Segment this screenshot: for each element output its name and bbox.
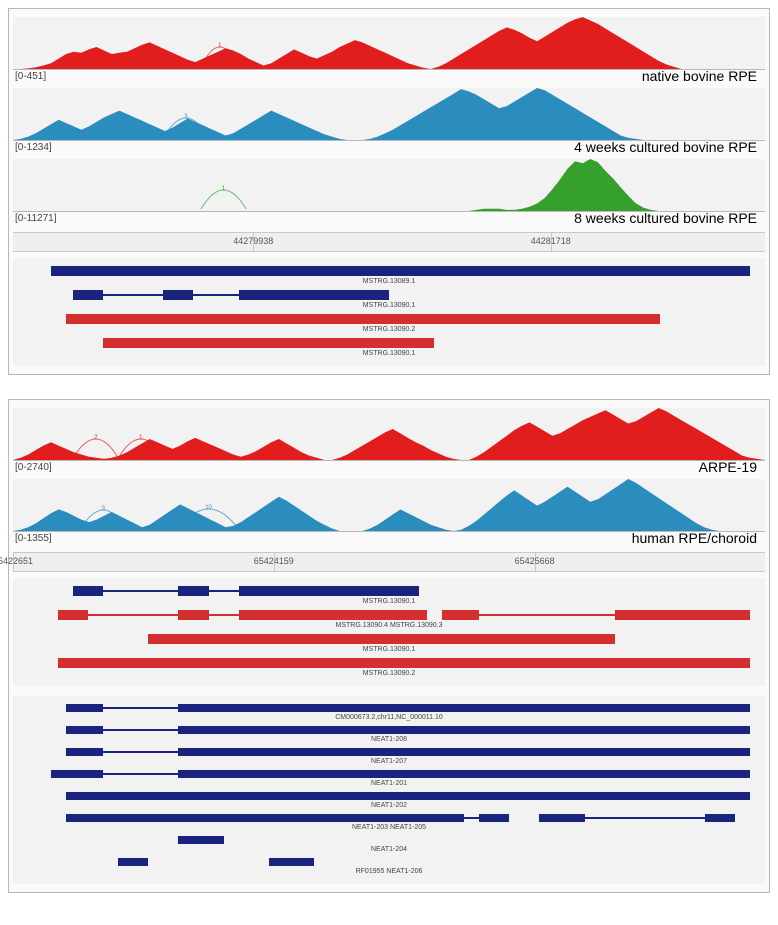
scale-label: [0-1355] bbox=[15, 533, 52, 544]
panel-b: B 21108[0-2740]ARPE-19310185[0-1355]huma… bbox=[8, 399, 770, 893]
panel-a-transcripts: MSTRG.13089.1 MSTRG.13090.1 MSTRG.13090.2 M… bbox=[13, 258, 765, 366]
panel-a-genomic-axis: 44279938 44281718 bbox=[13, 232, 765, 252]
transcript-label: NEAT1-202 bbox=[13, 802, 765, 810]
coverage-row-A3: 1[0-11271] bbox=[13, 159, 765, 212]
coverage-row-A1: 1[0-451] bbox=[13, 17, 765, 70]
coverage-track-label: ARPE-19 bbox=[13, 459, 765, 475]
transcript-row bbox=[13, 834, 765, 846]
transcript-row bbox=[13, 584, 765, 598]
panel-b-genomic-axis: 654226516542415965425668 bbox=[13, 552, 765, 572]
transcript-label: MSTRG.13090.2 bbox=[13, 670, 765, 678]
transcript-row bbox=[13, 608, 765, 622]
panel-b-transcripts-annotated: CM000673.2,chr11,NC_000011.10 NEAT1-208 NE… bbox=[13, 696, 765, 884]
scale-label: [0-11271] bbox=[15, 213, 57, 224]
coverage-track: 3 10 185 bbox=[13, 479, 765, 532]
svg-text:2: 2 bbox=[94, 435, 98, 441]
svg-text:185: 185 bbox=[595, 504, 606, 510]
transcript-row bbox=[13, 336, 765, 350]
coverage-row-B1: 21108[0-2740] bbox=[13, 408, 765, 461]
transcript-row bbox=[13, 768, 765, 780]
transcript-row bbox=[13, 856, 765, 868]
transcript-row bbox=[13, 812, 765, 824]
transcript-label: NEAT1-204 bbox=[13, 846, 765, 854]
transcript-row bbox=[13, 724, 765, 736]
panel-b-transcripts-assembled: MSTRG.13090.1 MSTRG.13090.4 MSTRG.13090.3… bbox=[13, 578, 765, 686]
transcript-row bbox=[13, 702, 765, 714]
transcript-label: MSTRG.13089.1 bbox=[13, 278, 765, 286]
panel-b-tracks: 2 1 108 [0-2740]ARPE-19 3 10 185 [0-1355]human … bbox=[13, 408, 765, 546]
figure: A 1[0-451]native bovine RPE3[0-1234]4 we… bbox=[0, 0, 778, 925]
svg-text:10: 10 bbox=[205, 505, 212, 511]
transcript-row bbox=[13, 288, 765, 302]
transcript-label: NEAT1-203 NEAT1-205 bbox=[13, 824, 765, 832]
svg-text:1: 1 bbox=[222, 186, 226, 192]
transcript-label: MSTRG.13090.1 bbox=[13, 302, 765, 310]
genomic-tick-label: 65424159 bbox=[254, 556, 294, 566]
genomic-tick-label: 44279938 bbox=[233, 236, 273, 246]
transcript-label: NEAT1-208 bbox=[13, 736, 765, 744]
svg-text:3: 3 bbox=[102, 506, 106, 512]
transcript-row bbox=[13, 790, 765, 802]
coverage-track-label: native bovine RPE bbox=[13, 68, 765, 84]
scale-label: [0-451] bbox=[15, 71, 46, 82]
transcript-label: NEAT1-201 bbox=[13, 780, 765, 788]
coverage-track: 1 bbox=[13, 17, 765, 70]
panel-a-tracks: 1[0-451]native bovine RPE3[0-1234]4 week… bbox=[13, 17, 765, 226]
svg-text:108: 108 bbox=[610, 433, 621, 439]
transcript-row bbox=[13, 264, 765, 278]
transcript-label: MSTRG.13090.2 bbox=[13, 326, 765, 334]
transcript-row bbox=[13, 746, 765, 758]
transcript-row bbox=[13, 656, 765, 670]
scale-label: [0-1234] bbox=[15, 142, 52, 153]
transcript-label: NEAT1-207 bbox=[13, 758, 765, 766]
svg-text:1: 1 bbox=[139, 435, 143, 441]
genomic-tick-label: 44281718 bbox=[531, 236, 571, 246]
coverage-track-label: 8 weeks cultured bovine RPE bbox=[13, 210, 765, 226]
genomic-tick-label: 65425668 bbox=[515, 556, 555, 566]
coverage-track: 3 bbox=[13, 88, 765, 141]
genomic-tick-label: 65422651 bbox=[0, 556, 33, 566]
svg-text:1: 1 bbox=[218, 43, 222, 49]
coverage-row-A2: 3[0-1234] bbox=[13, 88, 765, 141]
transcript-label: CM000673.2,chr11,NC_000011.10 bbox=[13, 714, 765, 722]
coverage-track: 2 1 108 bbox=[13, 408, 765, 461]
transcript-label: MSTRG.13090.1 bbox=[13, 350, 765, 358]
transcript-label: MSTRG.13090.1 bbox=[13, 646, 765, 654]
coverage-track-label: 4 weeks cultured bovine RPE bbox=[13, 139, 765, 155]
scale-label: [0-2740] bbox=[15, 462, 52, 473]
panel-a: A 1[0-451]native bovine RPE3[0-1234]4 we… bbox=[8, 8, 770, 375]
coverage-track-label: human RPE/choroid bbox=[13, 530, 765, 546]
coverage-row-B2: 310185[0-1355] bbox=[13, 479, 765, 532]
transcript-row bbox=[13, 632, 765, 646]
transcript-label: MSTRG.13090.1 bbox=[13, 598, 765, 606]
coverage-track: 1 bbox=[13, 159, 765, 212]
transcript-label: MSTRG.13090.4 MSTRG.13090.3 bbox=[13, 622, 765, 630]
transcript-row bbox=[13, 312, 765, 326]
transcript-label: RF01955 NEAT1-206 bbox=[13, 868, 765, 876]
